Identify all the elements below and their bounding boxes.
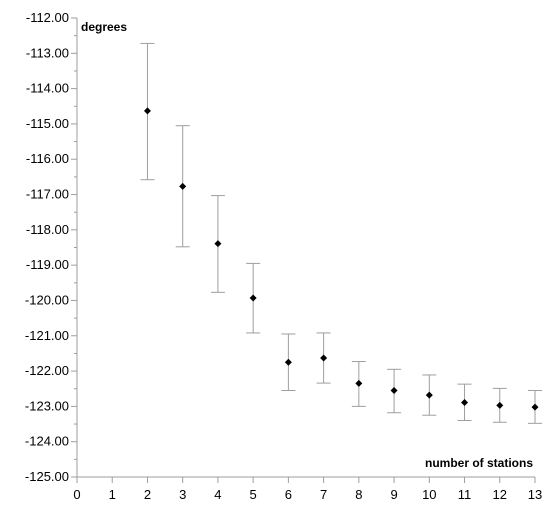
y-tick-label: -124.00	[25, 434, 69, 449]
y-tick-label: -116.00	[26, 151, 69, 166]
data-point	[284, 358, 292, 366]
x-tick-label: 0	[73, 487, 80, 502]
x-tick-label: 2	[144, 487, 151, 502]
x-tick-label: 7	[320, 487, 327, 502]
x-tick-label: 1	[109, 487, 116, 502]
data-point	[355, 379, 363, 387]
x-tick-label: 9	[390, 487, 397, 502]
x-axis-title: number of stations	[425, 456, 533, 470]
x-tick-label: 3	[179, 487, 186, 502]
x-tick-label: 6	[285, 487, 292, 502]
data-points	[143, 107, 539, 411]
data-point	[179, 182, 187, 190]
y-axis-title: degrees	[81, 20, 127, 34]
data-point	[496, 401, 504, 409]
y-tick-label: -117.00	[26, 187, 69, 202]
y-tick-label: -114.00	[26, 81, 69, 96]
y-tick-label: -120.00	[25, 292, 69, 307]
data-point	[214, 240, 222, 248]
axes	[71, 17, 536, 483]
x-tick-label: 11	[458, 487, 472, 502]
y-tick-label: -125.00	[25, 469, 69, 484]
y-tick-label: -115.00	[26, 116, 69, 131]
x-tick-label: 13	[528, 487, 542, 502]
error-bars	[140, 42, 542, 424]
x-tick-label: 5	[250, 487, 257, 502]
data-point	[425, 391, 433, 399]
y-tick-label: -112.00	[26, 10, 69, 25]
y-tick-label: -119.00	[26, 257, 69, 272]
y-tick-label: -118.00	[26, 222, 69, 237]
x-tick-label: 10	[422, 487, 436, 502]
y-tick-label: -122.00	[25, 363, 69, 378]
x-tick-label: 8	[355, 487, 362, 502]
x-tick-label: 12	[493, 487, 507, 502]
x-tick-label: 4	[214, 487, 221, 502]
data-point	[461, 399, 469, 407]
tick-labels: -112.00 -113.00 -114.00 -115.00 -116.00 -117.…	[25, 10, 542, 502]
y-tick-label: -123.00	[25, 398, 69, 413]
data-point	[320, 354, 328, 362]
data-point	[249, 294, 257, 302]
data-point	[390, 386, 398, 394]
y-tick-label: -113.00	[26, 45, 69, 60]
data-point	[531, 403, 539, 411]
y-tick-label: -121.00	[25, 328, 69, 343]
data-point	[143, 107, 151, 115]
